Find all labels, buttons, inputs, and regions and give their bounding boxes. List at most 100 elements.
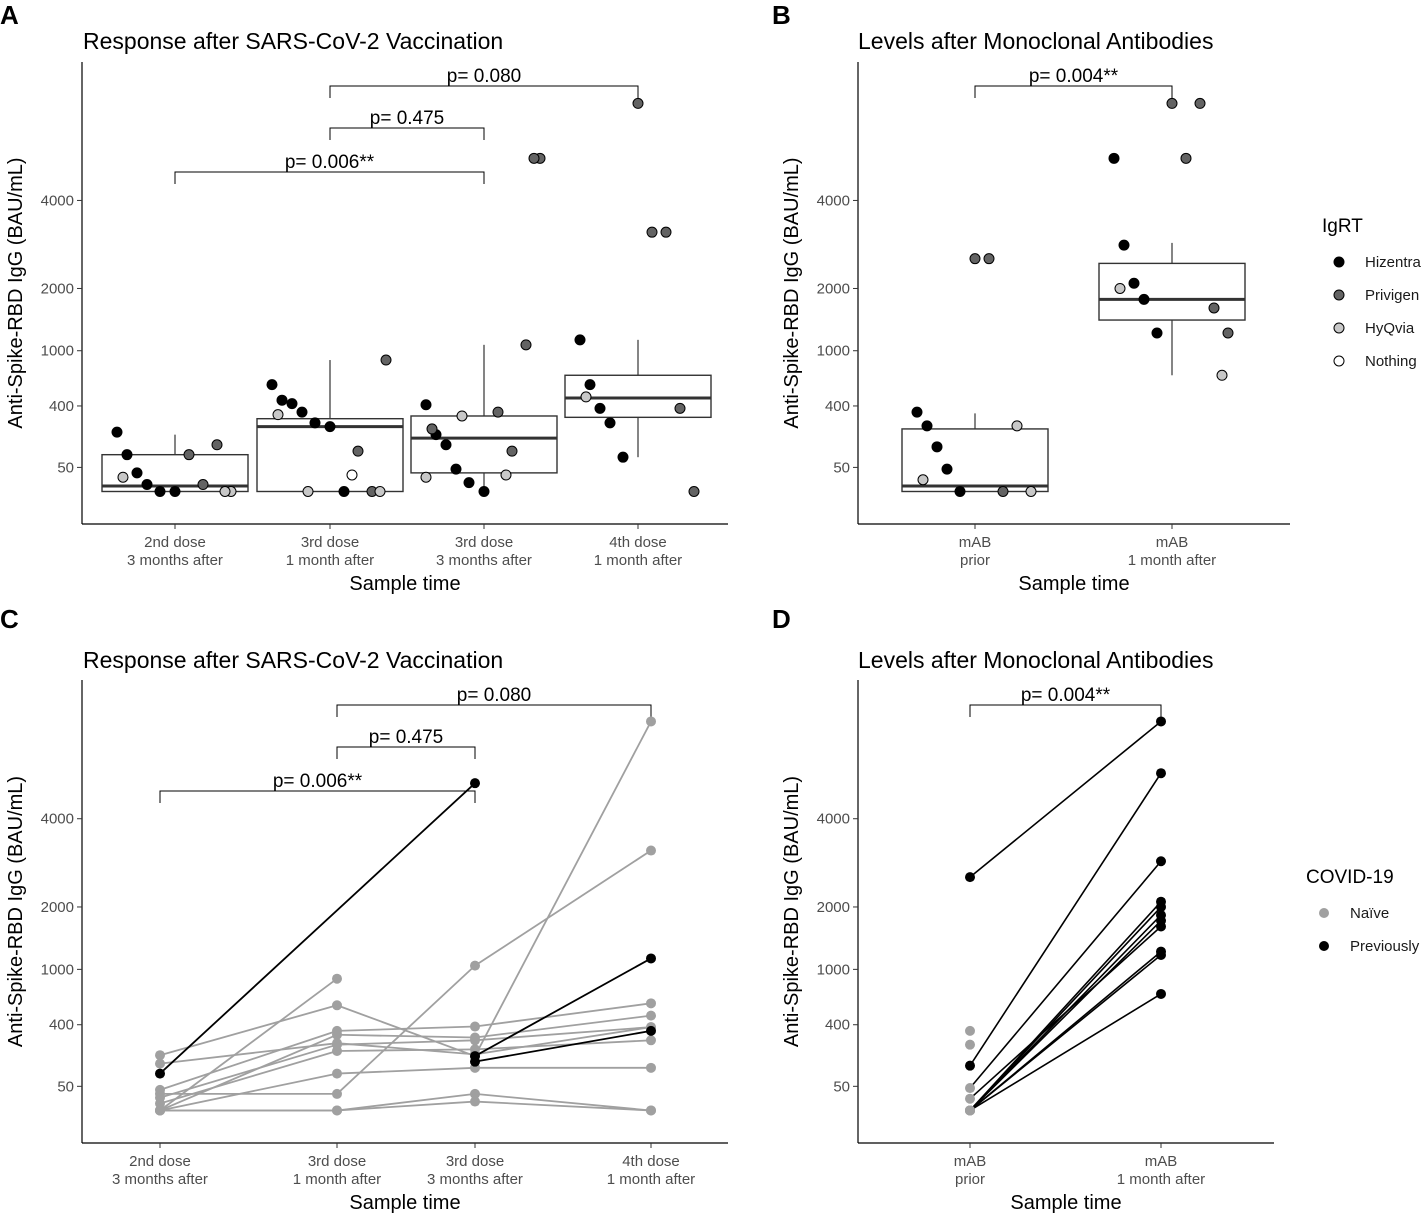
data-point xyxy=(286,398,298,410)
panel-letter: D xyxy=(772,604,791,634)
series-line xyxy=(474,849,652,967)
series-line xyxy=(969,772,1162,1067)
panel-title: Response after SARS-CoV-2 Vaccination xyxy=(83,28,503,54)
y-tick-label: 400 xyxy=(49,1017,74,1034)
data-point xyxy=(1138,293,1150,305)
data-point xyxy=(674,402,686,414)
data-point xyxy=(155,1098,165,1109)
data-point xyxy=(155,1068,165,1079)
x-tick-label: mAB xyxy=(1156,534,1189,551)
panel-title: Levels after Monoclonal Antibodies xyxy=(858,28,1213,54)
data-point xyxy=(266,379,278,391)
series-line xyxy=(474,1002,652,1028)
series-line xyxy=(474,1026,652,1056)
data-point xyxy=(272,409,284,421)
x-tick-label: mAB xyxy=(959,534,992,551)
x-tick-label: 3 months after xyxy=(427,1171,523,1188)
series-line xyxy=(474,1039,652,1051)
panel-title: Response after SARS-CoV-2 Vaccination xyxy=(83,647,503,673)
x-axis-title: Sample time xyxy=(1010,1192,1121,1213)
x-tick-label: prior xyxy=(960,552,990,569)
data-point xyxy=(332,1045,342,1056)
significance-bracket xyxy=(969,704,1162,717)
y-tick-label: 400 xyxy=(825,398,850,415)
data-point xyxy=(141,479,153,491)
data-point xyxy=(646,1062,656,1073)
data-point xyxy=(219,485,231,497)
data-point xyxy=(997,485,1009,497)
y-tick-label: 4000 xyxy=(817,192,850,209)
x-tick-label: 4th dose xyxy=(622,1153,680,1170)
data-point xyxy=(646,1010,656,1021)
panel-D: D Levels after Monoclonal Antibodies 50 400… xyxy=(772,604,1274,1213)
significance-bracket xyxy=(159,790,476,803)
data-point xyxy=(155,1105,165,1116)
data-point xyxy=(911,406,923,418)
series-line xyxy=(969,720,1162,878)
panel-title: Levels after Monoclonal Antibodies xyxy=(858,647,1213,673)
series-line xyxy=(336,1042,476,1056)
data-point xyxy=(470,1021,480,1032)
x-tick-label: 1 month after xyxy=(607,1171,695,1188)
data-point xyxy=(1156,768,1166,779)
series-line xyxy=(969,920,1162,1112)
data-point xyxy=(969,253,981,265)
data-point xyxy=(931,441,943,453)
data-point xyxy=(646,1025,656,1036)
data-point xyxy=(1108,152,1120,164)
y-tick-label: 50 xyxy=(833,459,850,476)
y-tick-label: 1000 xyxy=(41,343,74,360)
x-tick-label: 1 month after xyxy=(286,552,374,569)
series-line xyxy=(474,721,652,1057)
data-point xyxy=(276,394,288,406)
legend-label: Previously xyxy=(1350,938,1420,955)
data-point xyxy=(111,426,123,438)
data-point xyxy=(965,1105,975,1116)
panel-A: A Response after SARS-CoV-2 Vaccination 50… xyxy=(0,0,728,595)
x-tick-label: 3rd dose xyxy=(308,1153,366,1170)
y-tick-label: 2000 xyxy=(817,899,850,916)
x-tick-label: 3rd dose xyxy=(455,534,513,551)
data-point xyxy=(1025,485,1037,497)
data-point xyxy=(965,1039,975,1050)
x-tick-label: 3rd dose xyxy=(446,1153,504,1170)
y-axis-title: Anti-Spike-RBD IgG (BAU/mL) xyxy=(781,157,803,428)
data-point xyxy=(169,485,181,497)
data-point xyxy=(1180,152,1192,164)
data-point xyxy=(632,97,644,109)
data-point xyxy=(1156,716,1166,727)
y-axis-title: Anti-Spike-RBD IgG (BAU/mL) xyxy=(5,776,27,1047)
data-point xyxy=(646,845,656,856)
data-point xyxy=(941,463,953,475)
data-point xyxy=(646,226,658,238)
series-line xyxy=(969,860,1162,1089)
data-point xyxy=(1194,97,1206,109)
data-point xyxy=(332,1000,342,1011)
series-line xyxy=(474,1026,652,1042)
significance-bracket xyxy=(329,127,485,140)
data-point xyxy=(965,1093,975,1104)
series-line xyxy=(336,1033,476,1039)
data-point xyxy=(594,402,606,414)
data-point xyxy=(470,1056,480,1067)
data-point xyxy=(965,1083,975,1094)
series-line xyxy=(336,1066,476,1075)
data-point xyxy=(456,410,468,422)
legend-covid: COVID-19 Naïve Previously xyxy=(1306,867,1420,955)
legend-swatch xyxy=(1319,908,1329,918)
y-tick-label: 1000 xyxy=(817,961,850,978)
data-point xyxy=(500,469,512,481)
data-point xyxy=(332,1105,342,1116)
data-point xyxy=(506,445,518,457)
x-tick-label: mAB xyxy=(1145,1153,1178,1170)
panel-letter: C xyxy=(0,604,19,634)
y-tick-label: 50 xyxy=(57,459,74,476)
significance-bracket xyxy=(174,171,485,184)
data-point xyxy=(470,1096,480,1107)
data-point xyxy=(346,469,358,481)
legend-label: Naïve xyxy=(1350,905,1389,922)
y-tick-label: 50 xyxy=(833,1078,850,1095)
data-point xyxy=(520,339,532,351)
x-tick-label: 2nd dose xyxy=(144,534,206,551)
x-tick-label: 2nd dose xyxy=(129,1153,191,1170)
